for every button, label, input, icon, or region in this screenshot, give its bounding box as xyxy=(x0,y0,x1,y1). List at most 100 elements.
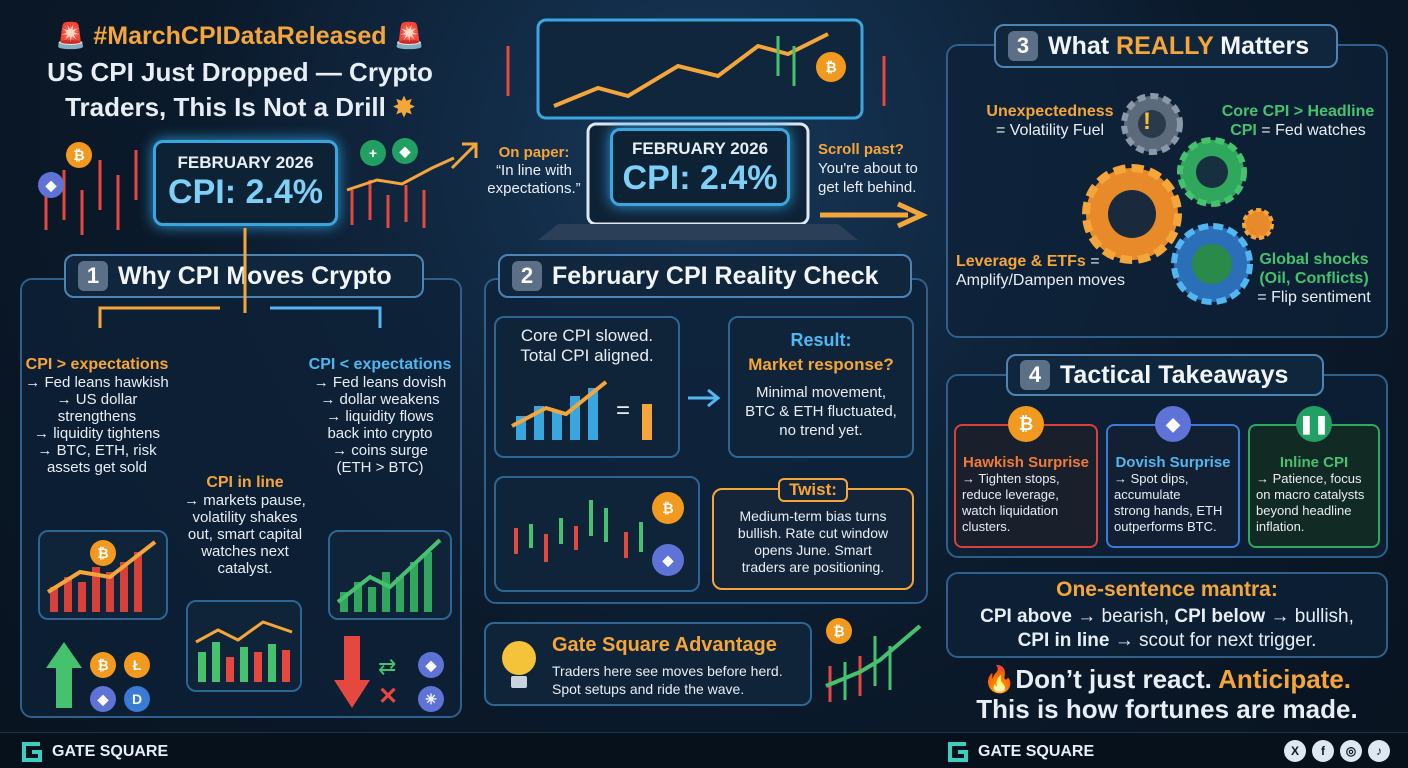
twist-card: Medium-term bias turns bullish. Rate cut… xyxy=(712,488,914,590)
section2-header: 2 February CPI Reality Check xyxy=(498,254,912,298)
s1-mid-line: catalyst. xyxy=(217,560,273,577)
lightbulb-icon xyxy=(502,641,536,688)
s3-title-part: What xyxy=(1048,31,1117,60)
s1-right-line: → dollar weakens xyxy=(320,391,440,408)
core-cpi-text: = Fed watches xyxy=(1256,122,1366,139)
bitcoin-coin-icon: ₿ xyxy=(1008,406,1044,442)
bullish-chart-card xyxy=(328,530,452,620)
ethereum-coin-icon: ◆ xyxy=(652,544,684,576)
mantra-title: One-sentence mantra: xyxy=(1056,578,1278,601)
instagram-icon[interactable]: ◎ xyxy=(1340,740,1362,762)
cpi-value: CPI: 2.4% xyxy=(168,173,323,211)
section4-header: 4 Tactical Takeaways xyxy=(1006,354,1324,396)
hawkish-head: Hawkish Surprise xyxy=(963,454,1089,471)
gate-logo-icon xyxy=(948,742,968,762)
s1-right-line: → liquidity flows xyxy=(326,408,434,425)
cpi-above-head: CPI > expectations xyxy=(25,356,169,373)
section2-number: 2 xyxy=(512,261,542,291)
dovish-line: strong hands, ETH xyxy=(1114,503,1223,518)
mantra-line2: CPI in line → scout for next trigger. xyxy=(946,630,1388,652)
s1-right-line: → Fed leans dovish xyxy=(313,374,447,391)
orange-right-arrow-icon xyxy=(820,201,928,229)
inline-line: → Patience, focus xyxy=(1256,471,1362,486)
section4-title: Tactical Takeaways xyxy=(1060,360,1289,389)
hashtag-text: #MarchCPIDataReleased xyxy=(93,22,387,50)
hawkish-line: clusters. xyxy=(962,519,1011,534)
section4-number: 4 xyxy=(1020,360,1050,390)
on-paper-callout: On paper: “In line with expectations.” xyxy=(478,144,590,198)
total-cpi-text: Total CPI aligned. xyxy=(520,346,654,365)
gate-advantage-line: Spot setups and ride the wave. xyxy=(552,681,745,697)
mantra-panel xyxy=(946,572,1388,658)
title-hashtag: 🚨 #MarchCPIDataReleased 🚨 xyxy=(20,22,460,51)
hero-cpi-value: CPI: 2.4% xyxy=(622,159,778,197)
result-lines: Minimal movement, BTC & ETH fluctuated, … xyxy=(730,383,912,440)
s1-mid-column: CPI in line → markets pause, volatility … xyxy=(180,474,310,577)
blue-right-arrow-icon xyxy=(688,388,721,408)
s1-mid-line: watches next xyxy=(201,543,289,560)
x-social-icon[interactable]: X xyxy=(1284,740,1306,762)
global-shocks-head: Global shocks xyxy=(1259,251,1369,268)
footer-brand-right[interactable]: GATE SQUARE xyxy=(946,740,1094,764)
title-line2: Traders, This Is Not a Drill xyxy=(65,92,386,122)
tiktok-icon[interactable]: ♪ xyxy=(1368,740,1390,762)
pause-coin-icon: ❚❚ xyxy=(1296,406,1332,442)
twist-line: opens June. Smart xyxy=(754,542,872,558)
section1-branch-arrows xyxy=(98,228,382,328)
unexpectedness-head: Unexpectedness xyxy=(986,103,1114,120)
inline-lines: → Patience, focus on macro catalysts bey… xyxy=(1250,471,1378,535)
social-icons: X f ◎ ♪ xyxy=(1284,740,1390,762)
gate-advantage-title: Gate Square Advantage xyxy=(552,634,777,656)
red-x-icon: ✕ xyxy=(378,683,399,710)
brand-name: GATE SQUARE xyxy=(52,743,169,760)
mantra-cpi-above: CPI above xyxy=(980,606,1072,627)
dovish-head: Dovish Surprise xyxy=(1115,454,1231,471)
inline-card: Inline CPI → Patience, focus on macro ca… xyxy=(1248,424,1380,548)
footer-brand-left[interactable]: GATE SQUARE xyxy=(20,740,168,764)
bitcoin-coin-icon: ₿ xyxy=(816,52,846,82)
mantra-cpi-inline: CPI in line xyxy=(1017,630,1110,651)
siren-icon: 🚨 xyxy=(386,22,425,50)
hawkish-lines: → Tighten stops, reduce leverage, watch … xyxy=(956,471,1096,535)
cpi-month: FEBRUARY 2026 xyxy=(177,153,314,172)
neutral-chart-card xyxy=(186,600,302,692)
bottom-candlestick-decor xyxy=(825,624,922,702)
green-up-arrow-icon xyxy=(46,642,82,708)
inline-line: inflation. xyxy=(1256,519,1305,534)
burst-icon: ✸ xyxy=(385,92,415,122)
mantra-text: → scout for next trigger. xyxy=(1109,630,1317,651)
core-cpi-chart-icon: = xyxy=(511,380,652,440)
mantra-cpi-below: CPI below xyxy=(1174,606,1266,627)
ethereum-coin-icon: ◆ xyxy=(418,652,444,678)
facebook-icon[interactable]: f xyxy=(1312,740,1334,762)
siren-icon: 🚨 xyxy=(55,22,94,50)
scroll-label: Scroll past? xyxy=(818,141,904,158)
gate-advantage-lines: Traders here see moves before herd. Spot… xyxy=(552,662,783,698)
scroll-past-callout: Scroll past? You're about to get left be… xyxy=(818,140,938,197)
section3-header: 3 What REALLY Matters xyxy=(994,24,1338,68)
s1-left-line: → liquidity tightens xyxy=(34,425,160,442)
gate-advantage-card xyxy=(484,622,812,706)
hawkish-line: reduce leverage, xyxy=(962,487,1059,502)
result-title: Result: xyxy=(790,330,852,350)
gate-logo-icon xyxy=(22,742,42,762)
svg-text:=: = xyxy=(616,397,630,424)
s1-mid-line: out, smart capital xyxy=(187,526,303,543)
closing-text: Don’t just react. xyxy=(1015,664,1219,694)
s1-right-line: (ETH > BTC) xyxy=(336,459,424,476)
s1-left-line: → Fed leans hawkish xyxy=(25,374,169,391)
cpi-box-left: FEBRUARY 2026 CPI: 2.4% xyxy=(153,140,338,226)
alert-gear-icon: ! xyxy=(1143,108,1151,135)
mantra-text: → bullish, xyxy=(1265,606,1354,627)
scroll-text: You're about to xyxy=(818,160,918,177)
dovish-line: → Spot dips, xyxy=(1114,471,1189,486)
leverage-text: = xyxy=(1085,253,1100,270)
mantra-line1: CPI above → bearish, CPI below → bullish… xyxy=(946,606,1388,628)
right-candlestick-decor xyxy=(346,156,455,228)
red-down-arrow-icon xyxy=(334,636,370,708)
dash-coin-icon: D xyxy=(124,686,150,712)
twist-lines: Medium-term bias turns bullish. Rate cut… xyxy=(714,508,912,576)
unexpectedness-label: Unexpectedness = Volatility Fuel xyxy=(960,102,1140,140)
title-block: 🚨 #MarchCPIDataReleased 🚨 US CPI Just Dr… xyxy=(20,22,460,123)
gears-illustration xyxy=(1082,93,1274,305)
